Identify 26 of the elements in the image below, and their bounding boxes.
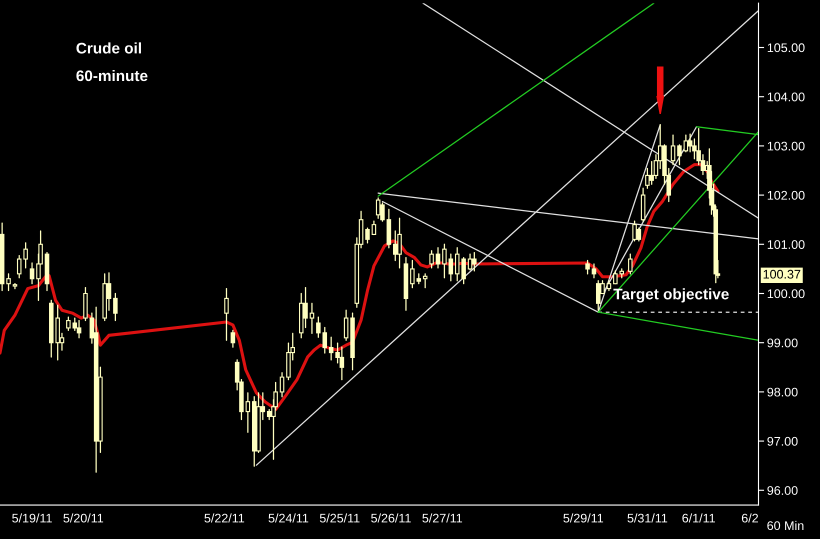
x-tick-label: 5/29/11: [563, 513, 604, 523]
y-tick-label: 98.00: [767, 388, 798, 397]
x-tick-label: 5/19/11: [12, 513, 52, 523]
y-tick-label: 100.00: [768, 289, 805, 298]
x-tick-label: 5/20/11: [63, 513, 104, 523]
annotation: Target objective: [613, 288, 729, 303]
y-tick-label: 103.00: [768, 142, 805, 151]
x-tick-label: 5/24/11: [268, 513, 308, 523]
y-tick-label: 96.00: [767, 486, 798, 495]
x-tick-label: 5/22/11: [204, 513, 244, 523]
text: 100.37: [764, 270, 800, 279]
y-tick-label: 97.00: [767, 436, 798, 446]
x-tick-label: 6/2: [742, 513, 758, 523]
y-tick-label: 105.00: [768, 43, 805, 52]
text: Crude oil: [76, 42, 141, 54]
x-tick-label: 5/25/11: [320, 513, 360, 523]
x-tick-label: 5/27/11: [422, 513, 462, 523]
x-tick-label: 6/1/11: [682, 513, 715, 523]
y-tick-label: 99.00: [767, 338, 798, 348]
x-tick-label: 5/26/11: [371, 513, 411, 523]
y-tick-label: 104.00: [768, 92, 805, 102]
y-tick-label: 102.00: [768, 190, 805, 200]
text: 60 Min: [767, 520, 804, 530]
y-tick-label: 101.00: [768, 240, 805, 249]
text: 60-minute: [76, 70, 148, 82]
x-tick-label: 5/31/11: [628, 513, 668, 523]
